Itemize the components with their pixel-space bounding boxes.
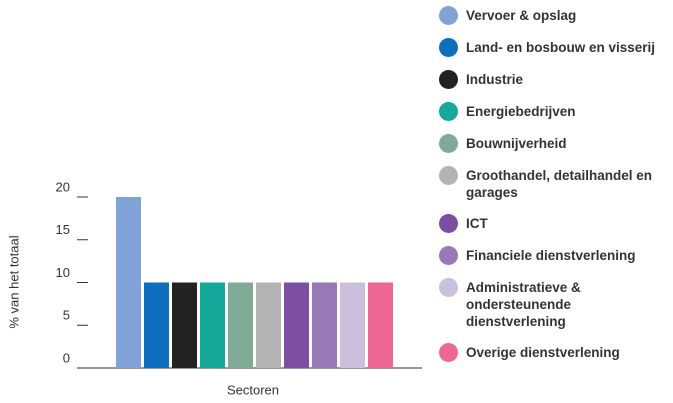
bar (116, 197, 141, 368)
legend-swatch (439, 278, 458, 297)
bar (284, 282, 309, 368)
legend-item: Land- en bosbouw en visserij (439, 38, 673, 71)
x-axis-label: Sectoren (227, 382, 279, 397)
legend-swatch (439, 134, 458, 153)
legend-item: Vervoer & opslag (439, 6, 673, 39)
legend-swatch (439, 38, 458, 57)
y-axis-label: % van het totaal (6, 235, 21, 328)
y-tick-label: 15 (56, 222, 70, 237)
legend-item: ICT (439, 214, 673, 247)
legend-label: Bouwnijverheid (466, 136, 567, 151)
legend-item: Industrie (439, 70, 673, 103)
y-tick-label: 0 (63, 350, 70, 365)
legend-label: Financiele dienstverlening (466, 248, 636, 263)
legend-label: ICT (466, 216, 488, 231)
legend-item: Overige dienstverlening (439, 343, 673, 376)
bar (200, 282, 225, 368)
y-tick-label: 10 (56, 265, 70, 280)
legend-label: Land- en bosbouw en visserij (466, 40, 656, 55)
legend-swatch (439, 343, 458, 362)
legend-item: Groothandel, detailhandel en garages (439, 166, 673, 215)
legend-label: Energiebedrijven (466, 104, 576, 119)
legend-swatch (439, 70, 458, 89)
legend: Vervoer & opslag Land- en bosbouw en viss… (439, 6, 673, 376)
legend-label: Groothandel, detailhandel en garages (466, 168, 653, 200)
bar (312, 282, 337, 368)
legend-swatch (439, 102, 458, 121)
bar (144, 282, 169, 368)
bar (340, 282, 365, 368)
legend-label: Overige dienstverlening (466, 345, 620, 360)
y-tick-label: 20 (56, 179, 70, 194)
legend-label: Industrie (466, 72, 524, 87)
bar (256, 282, 281, 368)
legend-item: Energiebedrijven (439, 102, 673, 135)
legend-label: Vervoer & opslag (466, 8, 577, 23)
legend-swatch (439, 214, 458, 233)
legend-swatch (439, 166, 458, 185)
y-tick-label: 5 (63, 308, 70, 323)
bar (228, 282, 253, 368)
legend-swatch (439, 6, 458, 25)
legend-item: Bouwnijverheid (439, 134, 673, 167)
legend-item: Administratieve & ondersteunende dienstv… (439, 278, 673, 344)
legend-swatch (439, 246, 458, 265)
bar (368, 282, 393, 368)
legend-item: Financiele dienstverlening (439, 246, 673, 279)
legend-label: Administratieve & ondersteunende dienstv… (466, 280, 581, 329)
bar (172, 282, 197, 368)
